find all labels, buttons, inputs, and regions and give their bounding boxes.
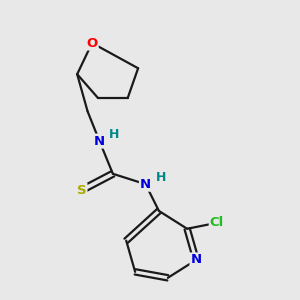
Text: N: N xyxy=(140,178,151,191)
Text: S: S xyxy=(77,184,86,196)
Text: O: O xyxy=(86,37,98,50)
Text: Cl: Cl xyxy=(210,216,224,229)
Text: N: N xyxy=(190,254,202,266)
Text: H: H xyxy=(109,128,119,141)
Text: H: H xyxy=(156,171,166,184)
Text: N: N xyxy=(94,135,105,148)
